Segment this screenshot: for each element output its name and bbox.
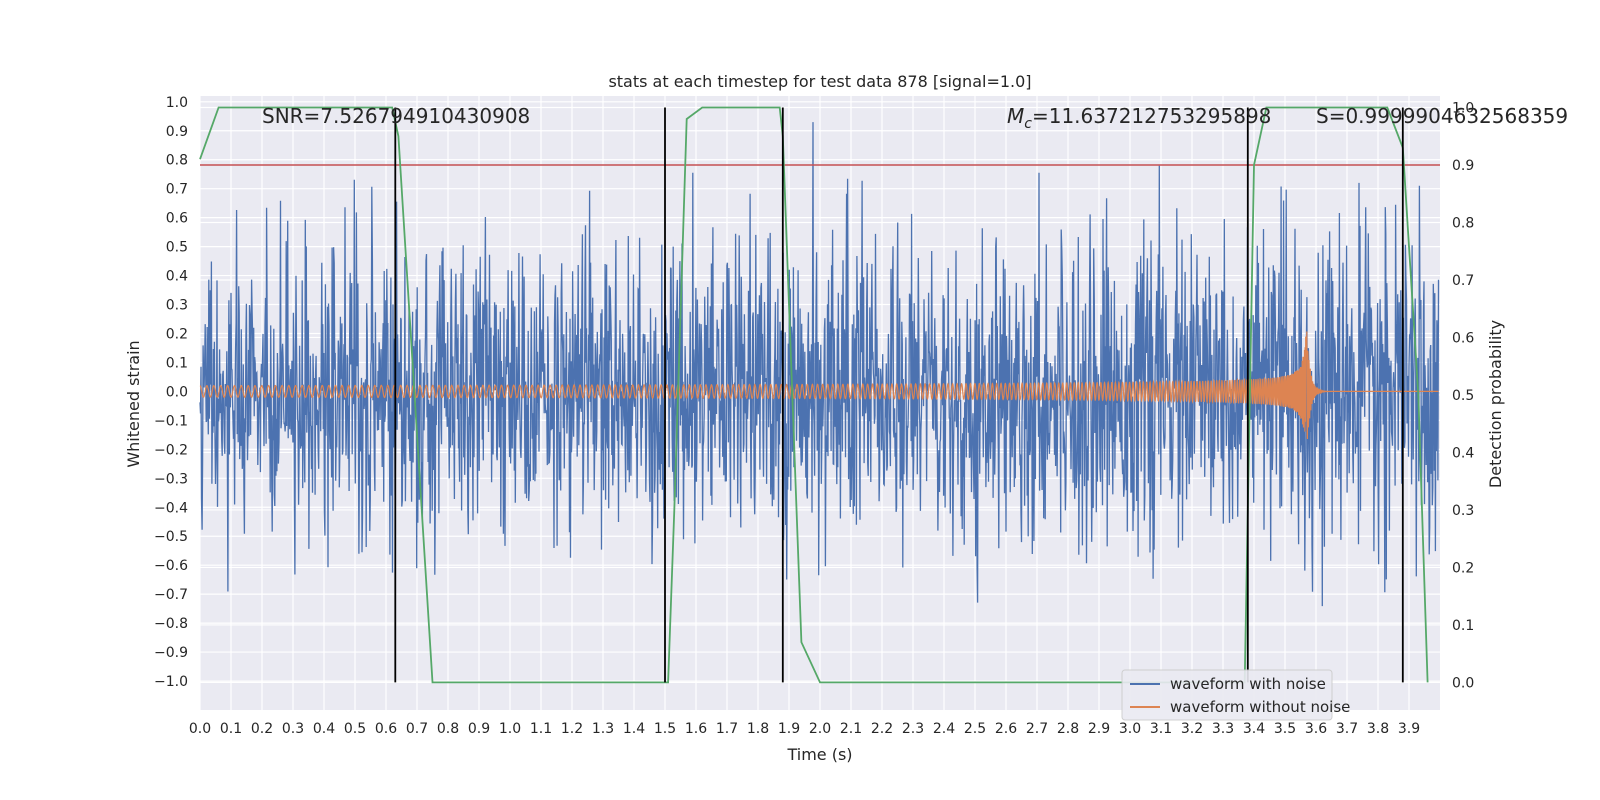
x-tick-label: 2.7 [1026, 721, 1048, 737]
x-tick-label: 0.7 [406, 721, 428, 737]
x-tick-label: 0.9 [468, 721, 490, 737]
x-tick-label: 2.5 [964, 721, 986, 737]
y-tick-label: −0.7 [154, 587, 188, 603]
x-tick-label: 1.2 [561, 721, 583, 737]
y2-tick-label: 0.7 [1452, 273, 1474, 289]
y-tick-label: 0.1 [166, 355, 188, 371]
y-tick-label: −0.6 [154, 558, 188, 574]
x-tick-label: 3.3 [1212, 721, 1234, 737]
y-tick-label: 0.2 [166, 326, 188, 342]
y2-tick-label: 0.9 [1452, 158, 1474, 174]
x-tick-label: 0.8 [437, 721, 459, 737]
x-tick-label: 1.8 [747, 721, 769, 737]
x-tick-label: 3.1 [1150, 721, 1172, 737]
x-tick-label: 0.4 [313, 721, 335, 737]
legend-box [1121, 669, 1333, 721]
x-tick-label: 3.9 [1398, 721, 1420, 737]
y2-tick-label: 1.0 [1452, 100, 1474, 116]
x-tick-label: 3.0 [1119, 721, 1141, 737]
x-tick-label: 3.4 [1243, 721, 1265, 737]
y-tick-label: 0.7 [166, 182, 188, 198]
y-tick-label: −0.8 [154, 616, 188, 632]
x-tick-label: 0.6 [375, 721, 397, 737]
series-waveform-without-noise [199, 331, 1439, 440]
x-axis-label: Time (s) [786, 745, 852, 764]
snr-annotation: SNR=7.526794910430908 [262, 104, 530, 128]
x-tick-label: 2.3 [902, 721, 924, 737]
y2-ticks: 1.0 0.9 0.8 0.7 0.6 0.5 0.4 0.3 0.2 0.1 0.0 [1452, 100, 1474, 691]
x-tick-label: 0.0 [189, 721, 211, 737]
x-ticks: 0.0 0.1 0.2 0.3 0.4 0.5 0.6 0.7 0.8 0.9 1.0 1.1 1.2 1… [189, 721, 1420, 737]
y2-tick-label: 0.4 [1452, 445, 1474, 461]
y-tick-label: 1.0 [166, 95, 188, 111]
mc-symbol: M [1007, 104, 1024, 128]
x-tick-label: 0.5 [344, 721, 366, 737]
y-tick-label: 0.0 [166, 384, 188, 400]
x-tick-label: 1.5 [654, 721, 676, 737]
y-tick-label: 0.8 [166, 153, 188, 169]
x-tick-label: 3.6 [1305, 721, 1327, 737]
y-tick-label: 0.5 [166, 240, 188, 256]
x-tick-label: 1.9 [778, 721, 800, 737]
y-axis-label: Whitened strain [124, 340, 143, 467]
x-tick-label: 1.1 [530, 721, 552, 737]
legend: waveform with noise waveform without noi… [1121, 669, 1350, 721]
x-tick-label: 2.9 [1088, 721, 1110, 737]
x-tick-label: 0.2 [251, 721, 273, 737]
x-tick-label: 2.1 [840, 721, 862, 737]
y2-tick-label: 0.1 [1452, 618, 1474, 634]
y2-axis-label: Detection probability [1486, 320, 1505, 488]
y-tick-label: −0.3 [154, 471, 188, 487]
legend-label-clean: waveform without noise [1170, 698, 1350, 716]
y2-tick-label: 0.0 [1452, 675, 1474, 691]
y2-tick-label: 0.5 [1452, 388, 1474, 404]
x-tick-label: 3.8 [1367, 721, 1389, 737]
x-tick-label: 3.5 [1274, 721, 1296, 737]
y2-tick-label: 0.6 [1452, 330, 1474, 346]
x-tick-label: 1.3 [592, 721, 614, 737]
x-tick-label: 3.2 [1181, 721, 1203, 737]
y-tick-label: 0.3 [166, 298, 188, 314]
x-tick-label: 1.7 [716, 721, 738, 737]
y-tick-label: −0.5 [154, 529, 188, 545]
y-tick-label: 0.9 [166, 124, 188, 140]
x-tick-label: 2.8 [1057, 721, 1079, 737]
y-tick-label: −0.4 [154, 500, 188, 516]
x-tick-label: 0.1 [220, 721, 242, 737]
series-detection-probability [199, 106, 1429, 684]
x-tick-label: 2.0 [809, 721, 831, 737]
x-tick-label: 1.4 [623, 721, 645, 737]
x-tick-label: 2.6 [995, 721, 1017, 737]
x-tick-label: 2.4 [933, 721, 955, 737]
y-tick-label: −0.2 [154, 442, 188, 458]
y-tick-label: −0.9 [154, 645, 188, 661]
y2-tick-label: 0.2 [1452, 560, 1474, 576]
x-tick-label: 0.3 [282, 721, 304, 737]
y-tick-label: 0.4 [166, 269, 188, 285]
y2-tick-label: 0.8 [1452, 215, 1474, 231]
x-tick-label: 3.7 [1336, 721, 1358, 737]
y-ticks: 1.0 0.9 0.8 0.7 0.6 0.5 0.4 0.3 0.2 0.1 0.0 −0.1 −0.… [154, 95, 188, 690]
y-tick-label: −1.0 [154, 674, 188, 690]
y2-tick-label: 0.3 [1452, 503, 1474, 519]
mc-value: =11.637212753295898 [1032, 104, 1271, 128]
y-tick-label: 0.6 [166, 211, 188, 227]
y-tick-label: −0.1 [154, 413, 188, 429]
mc-annotation: Mc=11.637212753295898 [1007, 104, 1271, 132]
chart-title: stats at each timestep for test data 878… [608, 72, 1031, 91]
legend-label-noise: waveform with noise [1170, 675, 1326, 693]
s-annotation: S=0.9999904632568359 [1316, 104, 1568, 128]
mc-subscript: c [1024, 116, 1032, 132]
x-tick-label: 1.6 [685, 721, 707, 737]
plot-area [199, 106, 1440, 684]
x-tick-label: 1.0 [499, 721, 521, 737]
x-tick-label: 2.2 [871, 721, 893, 737]
